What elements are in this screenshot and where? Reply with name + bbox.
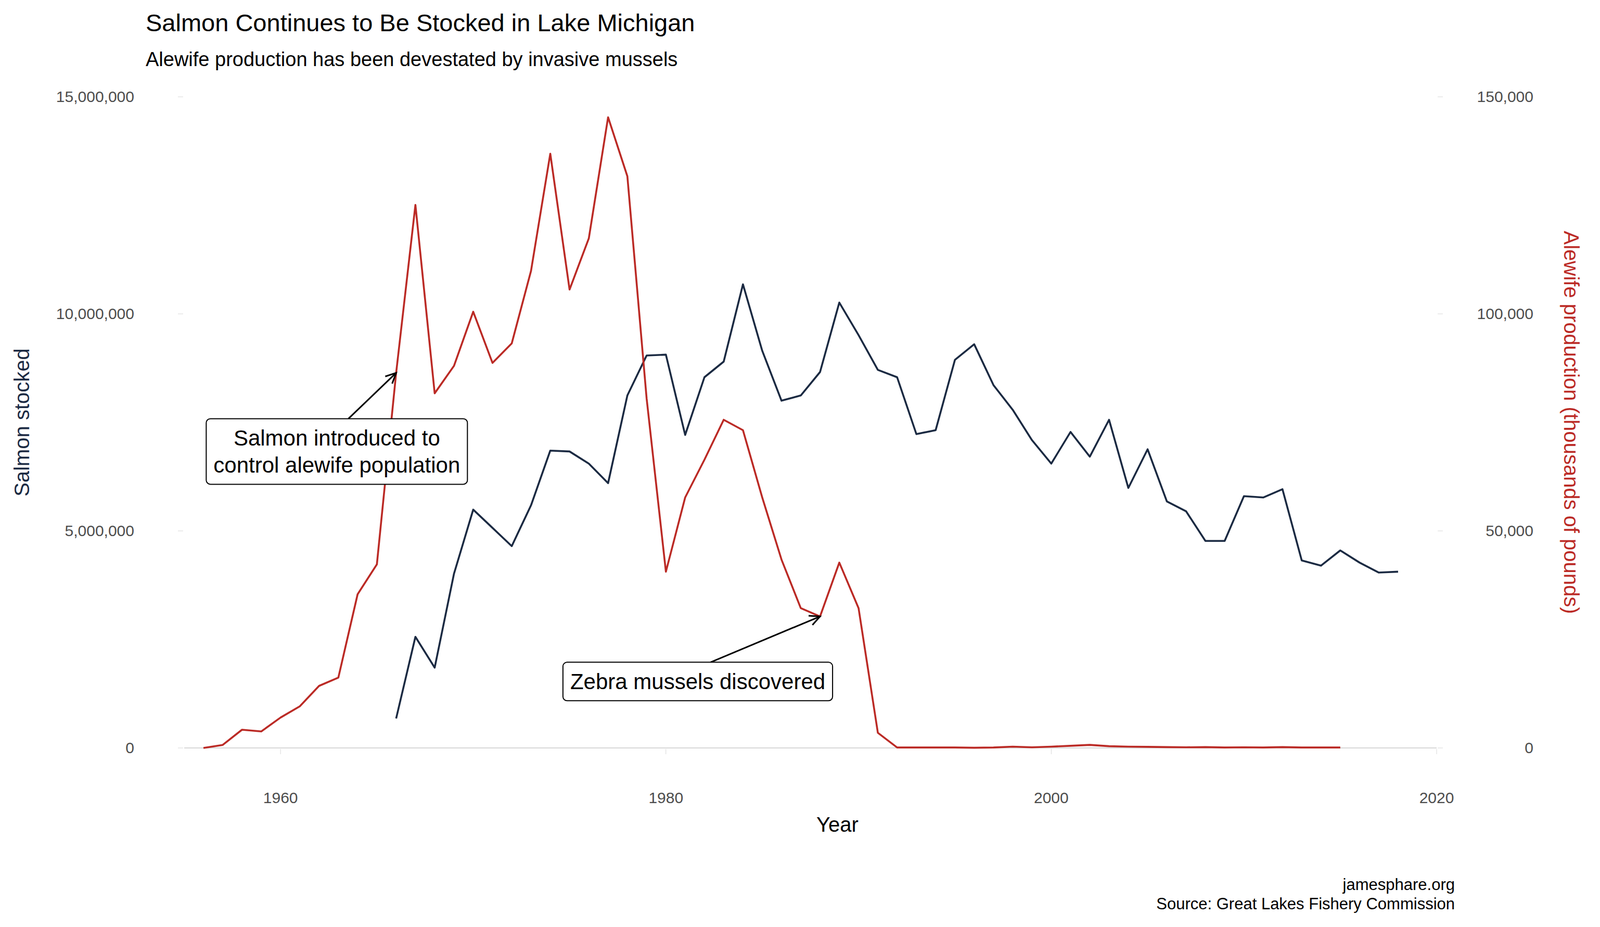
y2-tick — [1437, 96, 1443, 98]
annotation-text: control alewife population — [213, 452, 460, 478]
y-tick — [177, 313, 184, 315]
chart: Salmon Continues to Be Stocked in Lake M… — [0, 0, 1600, 927]
plot-area — [203, 117, 1399, 748]
x-tick-label: 1960 — [263, 788, 299, 806]
annotation: Salmon introduced tocontrol alewife popu… — [206, 418, 468, 484]
y-tick — [177, 747, 184, 749]
y-tick-label: 10,000,000 — [56, 304, 135, 323]
y-axis-title: Salmon stocked — [10, 348, 34, 497]
caption: jamesphare.org — [1342, 875, 1455, 894]
y2-tick-label: 100,000 — [1477, 304, 1534, 323]
series-line — [203, 117, 1341, 748]
annotation-arrowhead — [385, 372, 396, 384]
series-line — [395, 284, 1399, 719]
subtitle: Alewife production has been devestated b… — [145, 48, 678, 71]
annotation-text: Zebra mussels discovered — [570, 669, 826, 694]
annotation-arrow — [348, 372, 397, 419]
y2-tick — [1437, 530, 1443, 532]
annotation-arrowhead — [808, 615, 821, 625]
y-tick-label: 15,000,000 — [56, 87, 135, 106]
y-tick-label: 5,000,000 — [65, 521, 135, 540]
y-tick — [177, 530, 184, 532]
y2-tick — [1437, 313, 1443, 315]
y2-tick-label: 50,000 — [1485, 521, 1534, 540]
y2-tick — [1437, 747, 1443, 749]
annotation-box — [562, 661, 833, 701]
x-tick-label: 1980 — [648, 788, 684, 806]
annotation: Zebra mussels discovered — [562, 661, 833, 701]
title: Salmon Continues to Be Stocked in Lake M… — [145, 8, 696, 37]
x-tick — [280, 748, 281, 754]
annotation-text: Salmon introduced to — [233, 425, 441, 451]
x-tick — [1436, 748, 1438, 754]
annotation-arrow — [710, 616, 821, 662]
y2-axis-title: Alewife production (thousands of pounds) — [1559, 230, 1583, 614]
y2-tick-label: 150,000 — [1477, 87, 1534, 106]
y-tick-label: 0 — [125, 738, 135, 757]
y-tick — [177, 96, 184, 98]
y2-tick-label: 0 — [1524, 738, 1534, 757]
annotation-box — [206, 418, 468, 484]
x-tick — [665, 748, 667, 754]
x-axis-title: Year — [816, 812, 859, 836]
caption: Source: Great Lakes Fishery Commission — [1156, 894, 1455, 913]
x-tick — [1051, 748, 1052, 754]
x-tick-label: 2000 — [1033, 788, 1069, 806]
x-tick-label: 2020 — [1419, 788, 1455, 806]
